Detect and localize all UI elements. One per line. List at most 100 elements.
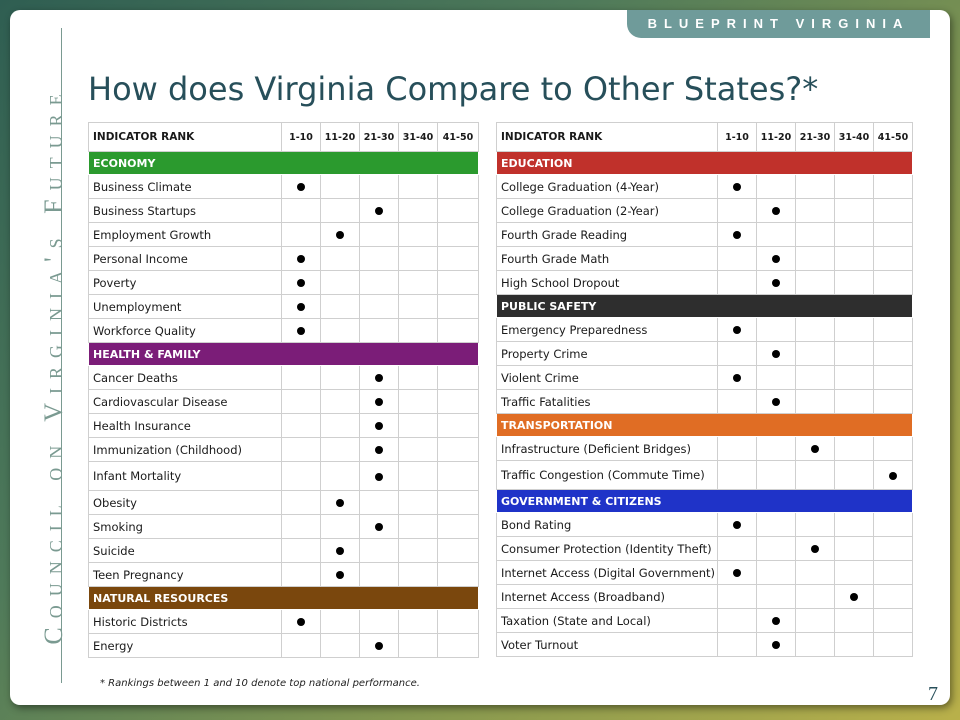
- table-row: Fourth Grade Math: [496, 246, 913, 271]
- rank-cell: [873, 365, 913, 390]
- rank-cell: [834, 365, 874, 390]
- rank-cell: [437, 562, 479, 587]
- rank-cell: [281, 562, 321, 587]
- rank-cell: [756, 608, 796, 633]
- rank-cell: [437, 246, 479, 271]
- rank-cell: [398, 246, 438, 271]
- table-row: Health Insurance: [88, 413, 479, 438]
- rank-cell: [281, 198, 321, 223]
- table-row: Taxation (State and Local): [496, 608, 913, 633]
- indicator-label: Property Crime: [496, 341, 718, 366]
- rank-cell: [320, 514, 360, 539]
- rank-cell: [437, 514, 479, 539]
- indicator-label: Infant Mortality: [88, 461, 282, 491]
- section-title: ECONOMY: [88, 151, 479, 175]
- header-rank-column: 1-10: [717, 122, 757, 152]
- rank-marker-dot: [889, 471, 897, 480]
- rank-cell: [834, 174, 874, 199]
- indicator-label: Business Startups: [88, 198, 282, 223]
- rank-cell: [281, 538, 321, 563]
- rank-cell: [756, 460, 796, 490]
- rank-cell: [795, 460, 835, 490]
- rank-cell: [398, 437, 438, 462]
- indicator-label: Violent Crime: [496, 365, 718, 390]
- rank-cell: [717, 608, 757, 633]
- rank-cell: [320, 389, 360, 414]
- section-header-row: EDUCATION: [496, 151, 913, 175]
- rank-cell: [873, 270, 913, 295]
- rank-cell: [717, 460, 757, 490]
- rank-marker-dot: [772, 279, 780, 287]
- rank-cell: [398, 609, 438, 634]
- section-header-row: ECONOMY: [88, 151, 479, 175]
- rank-cell: [398, 198, 438, 223]
- page-title: How does Virginia Compare to Other State…: [88, 70, 819, 108]
- indicator-label: Traffic Congestion (Commute Time): [496, 460, 718, 490]
- rank-cell: [281, 365, 321, 390]
- rank-cell: [873, 317, 913, 342]
- rank-cell: [281, 246, 321, 271]
- rank-cell: [717, 222, 757, 247]
- rank-cell: [281, 609, 321, 634]
- rank-cell: [795, 608, 835, 633]
- rank-cell: [834, 584, 874, 609]
- rank-cell: [437, 174, 479, 199]
- table-row: Poverty: [88, 270, 479, 295]
- header-indicator-rank: INDICATOR RANK: [496, 122, 718, 152]
- rank-cell: [398, 633, 438, 658]
- rank-cell: [398, 365, 438, 390]
- indicator-label: Energy: [88, 633, 282, 658]
- rank-cell: [717, 560, 757, 585]
- sidebar-organization-name: Council on Virginia's Future: [39, 85, 68, 645]
- rank-cell: [320, 270, 360, 295]
- section-title: EDUCATION: [496, 151, 913, 175]
- rank-cell: [834, 222, 874, 247]
- rank-cell: [359, 318, 399, 343]
- rank-cell: [437, 490, 479, 515]
- rank-marker-dot: [297, 327, 305, 335]
- rank-marker-dot: [297, 303, 305, 311]
- section-header-row: HEALTH & FAMILY: [88, 342, 479, 366]
- indicator-label: College Graduation (4-Year): [496, 174, 718, 199]
- rank-cell: [873, 198, 913, 223]
- page-number: 7: [928, 683, 938, 705]
- left-ranking-table: INDICATOR RANK 1-10 11-20 21-30 31-40 41-50 EC…: [88, 122, 479, 658]
- rank-cell: [398, 389, 438, 414]
- rank-cell: [398, 413, 438, 438]
- table-row: Unemployment: [88, 294, 479, 319]
- rank-cell: [756, 584, 796, 609]
- rank-cell: [281, 318, 321, 343]
- rank-marker-dot: [733, 521, 741, 529]
- indicator-label: Fourth Grade Reading: [496, 222, 718, 247]
- rank-marker-dot: [375, 472, 383, 481]
- table-row: Teen Pregnancy: [88, 562, 479, 587]
- table-row: Consumer Protection (Identity Theft): [496, 536, 913, 561]
- rank-cell: [795, 341, 835, 366]
- rank-cell: [359, 174, 399, 199]
- rank-marker-dot: [336, 499, 344, 507]
- rank-cell: [359, 538, 399, 563]
- table-row: Traffic Congestion (Commute Time): [496, 460, 913, 490]
- rank-cell: [834, 436, 874, 461]
- rank-cell: [756, 341, 796, 366]
- rank-cell: [756, 174, 796, 199]
- rank-cell: [756, 512, 796, 537]
- table-row: Emergency Preparedness: [496, 317, 913, 342]
- rank-cell: [717, 536, 757, 561]
- rank-cell: [398, 318, 438, 343]
- indicator-label: Personal Income: [88, 246, 282, 271]
- rank-cell: [320, 490, 360, 515]
- rank-cell: [795, 174, 835, 199]
- rank-marker-dot: [375, 523, 383, 531]
- rank-cell: [795, 365, 835, 390]
- rank-marker-dot: [772, 641, 780, 649]
- rank-marker-dot: [772, 255, 780, 263]
- rank-cell: [717, 365, 757, 390]
- rank-cell: [795, 560, 835, 585]
- rank-cell: [398, 562, 438, 587]
- rank-marker-dot: [733, 231, 741, 239]
- rank-cell: [834, 560, 874, 585]
- rank-cell: [359, 514, 399, 539]
- rank-cell: [873, 246, 913, 271]
- rank-cell: [281, 490, 321, 515]
